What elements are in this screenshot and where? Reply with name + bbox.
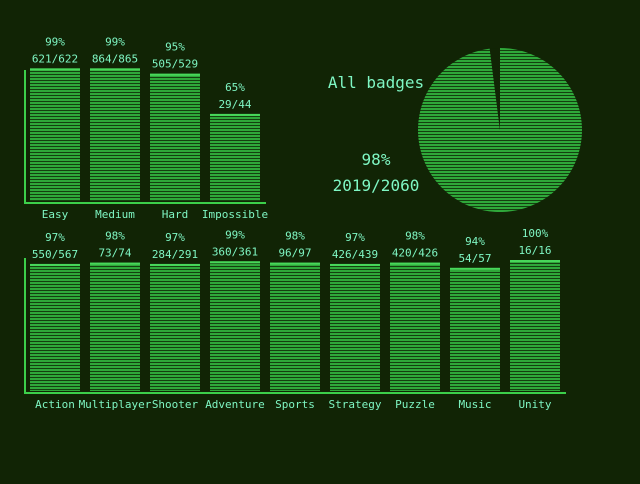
genre-category-label: Action (35, 398, 75, 411)
genre-bar-cap (270, 262, 320, 265)
difficulty-bar-cap (210, 113, 260, 116)
genre-bar (30, 263, 80, 391)
genre-count-label: 96/97 (278, 247, 311, 260)
all-badges-percent: 98% (362, 150, 391, 169)
genre-bar (390, 262, 440, 391)
genre-category-label: Adventure (205, 398, 265, 411)
difficulty-category-label: Impossible (202, 208, 268, 221)
genre-bar-cap (150, 263, 200, 266)
genre-bar (330, 263, 380, 391)
difficulty-count-label: 621/622 (32, 52, 78, 65)
genre-value-label: 99% (225, 228, 245, 241)
genre-category-label: Sports (275, 398, 315, 411)
genre-count-label: 284/291 (152, 248, 198, 261)
genre-bar-cap (390, 262, 440, 265)
genre-bar-cap (330, 263, 380, 266)
genre-value-label: 97% (45, 231, 65, 244)
genre-bar (210, 261, 260, 391)
genre-count-label: 420/426 (392, 247, 438, 260)
genre-labels: 97% 550/567 Action 98% 73/74 Multiplayer 97% 28… (32, 227, 552, 411)
genre-bar-cap (210, 261, 260, 264)
genre-bars (30, 260, 560, 391)
difficulty-value-label: 99% (45, 35, 65, 48)
genre-category-label: Unity (518, 398, 551, 411)
genre-category-label: Strategy (329, 398, 382, 411)
difficulty-bars (30, 68, 260, 201)
pie-slice-missing (489, 48, 500, 130)
difficulty-category-label: Hard (162, 208, 189, 221)
difficulty-chart: 99% 621/622 Easy 99% 864/865 Medium 95% 505/529… (24, 35, 268, 221)
genre-count-label: 73/74 (98, 247, 131, 260)
genre-category-label: Music (458, 398, 491, 411)
genre-category-label: Puzzle (395, 398, 435, 411)
all-badges-chart: All badges 98% 2019/2060 (328, 48, 582, 212)
difficulty-bar-cap (150, 73, 200, 76)
difficulty-count-label: 505/529 (152, 58, 198, 71)
genre-category-label: Multiplayer (79, 398, 152, 411)
genre-count-label: 550/567 (32, 248, 78, 261)
difficulty-bar (150, 73, 200, 201)
difficulty-value-label: 65% (225, 81, 245, 94)
genre-bar (450, 267, 500, 391)
difficulty-count-label: 29/44 (218, 98, 251, 111)
difficulty-count-label: 864/865 (92, 52, 138, 65)
genre-bar (270, 262, 320, 391)
genre-bar (90, 262, 140, 391)
genre-bar (150, 263, 200, 391)
genre-value-label: 97% (165, 231, 185, 244)
genre-value-label: 94% (465, 235, 485, 248)
difficulty-bar-cap (90, 68, 140, 71)
genre-value-label: 98% (285, 230, 305, 243)
genre-value-label: 100% (522, 227, 549, 240)
difficulty-category-label: Medium (95, 208, 135, 221)
difficulty-bar (30, 68, 80, 201)
all-badges-count: 2019/2060 (333, 176, 420, 195)
difficulty-bar-cap (30, 68, 80, 71)
pie-slice-earned (417, 48, 582, 212)
genre-value-label: 98% (405, 230, 425, 243)
genre-bar-cap (30, 263, 80, 266)
difficulty-value-label: 95% (165, 41, 185, 54)
difficulty-category-label: Easy (42, 208, 69, 221)
genre-bar (510, 260, 560, 391)
genre-category-label: Shooter (152, 398, 199, 411)
difficulty-labels: 99% 621/622 Easy 99% 864/865 Medium 95% 505/529… (32, 35, 268, 221)
genre-value-label: 97% (345, 231, 365, 244)
genre-value-label: 98% (105, 230, 125, 243)
all-badges-pie (417, 48, 582, 212)
genre-count-label: 54/57 (458, 252, 491, 265)
difficulty-bar (210, 113, 260, 201)
genre-count-label: 360/361 (212, 245, 258, 258)
genre-bar-cap (510, 260, 560, 262)
difficulty-bar (90, 68, 140, 201)
genre-count-label: 426/439 (332, 248, 378, 261)
genre-bar-cap (450, 267, 500, 270)
difficulty-value-label: 99% (105, 35, 125, 48)
genre-bar-cap (90, 262, 140, 265)
all-badges-title: All badges (328, 73, 424, 92)
genre-chart: 97% 550/567 Action 98% 73/74 Multiplayer 97% 28… (24, 227, 566, 411)
genre-count-label: 16/16 (518, 244, 551, 257)
